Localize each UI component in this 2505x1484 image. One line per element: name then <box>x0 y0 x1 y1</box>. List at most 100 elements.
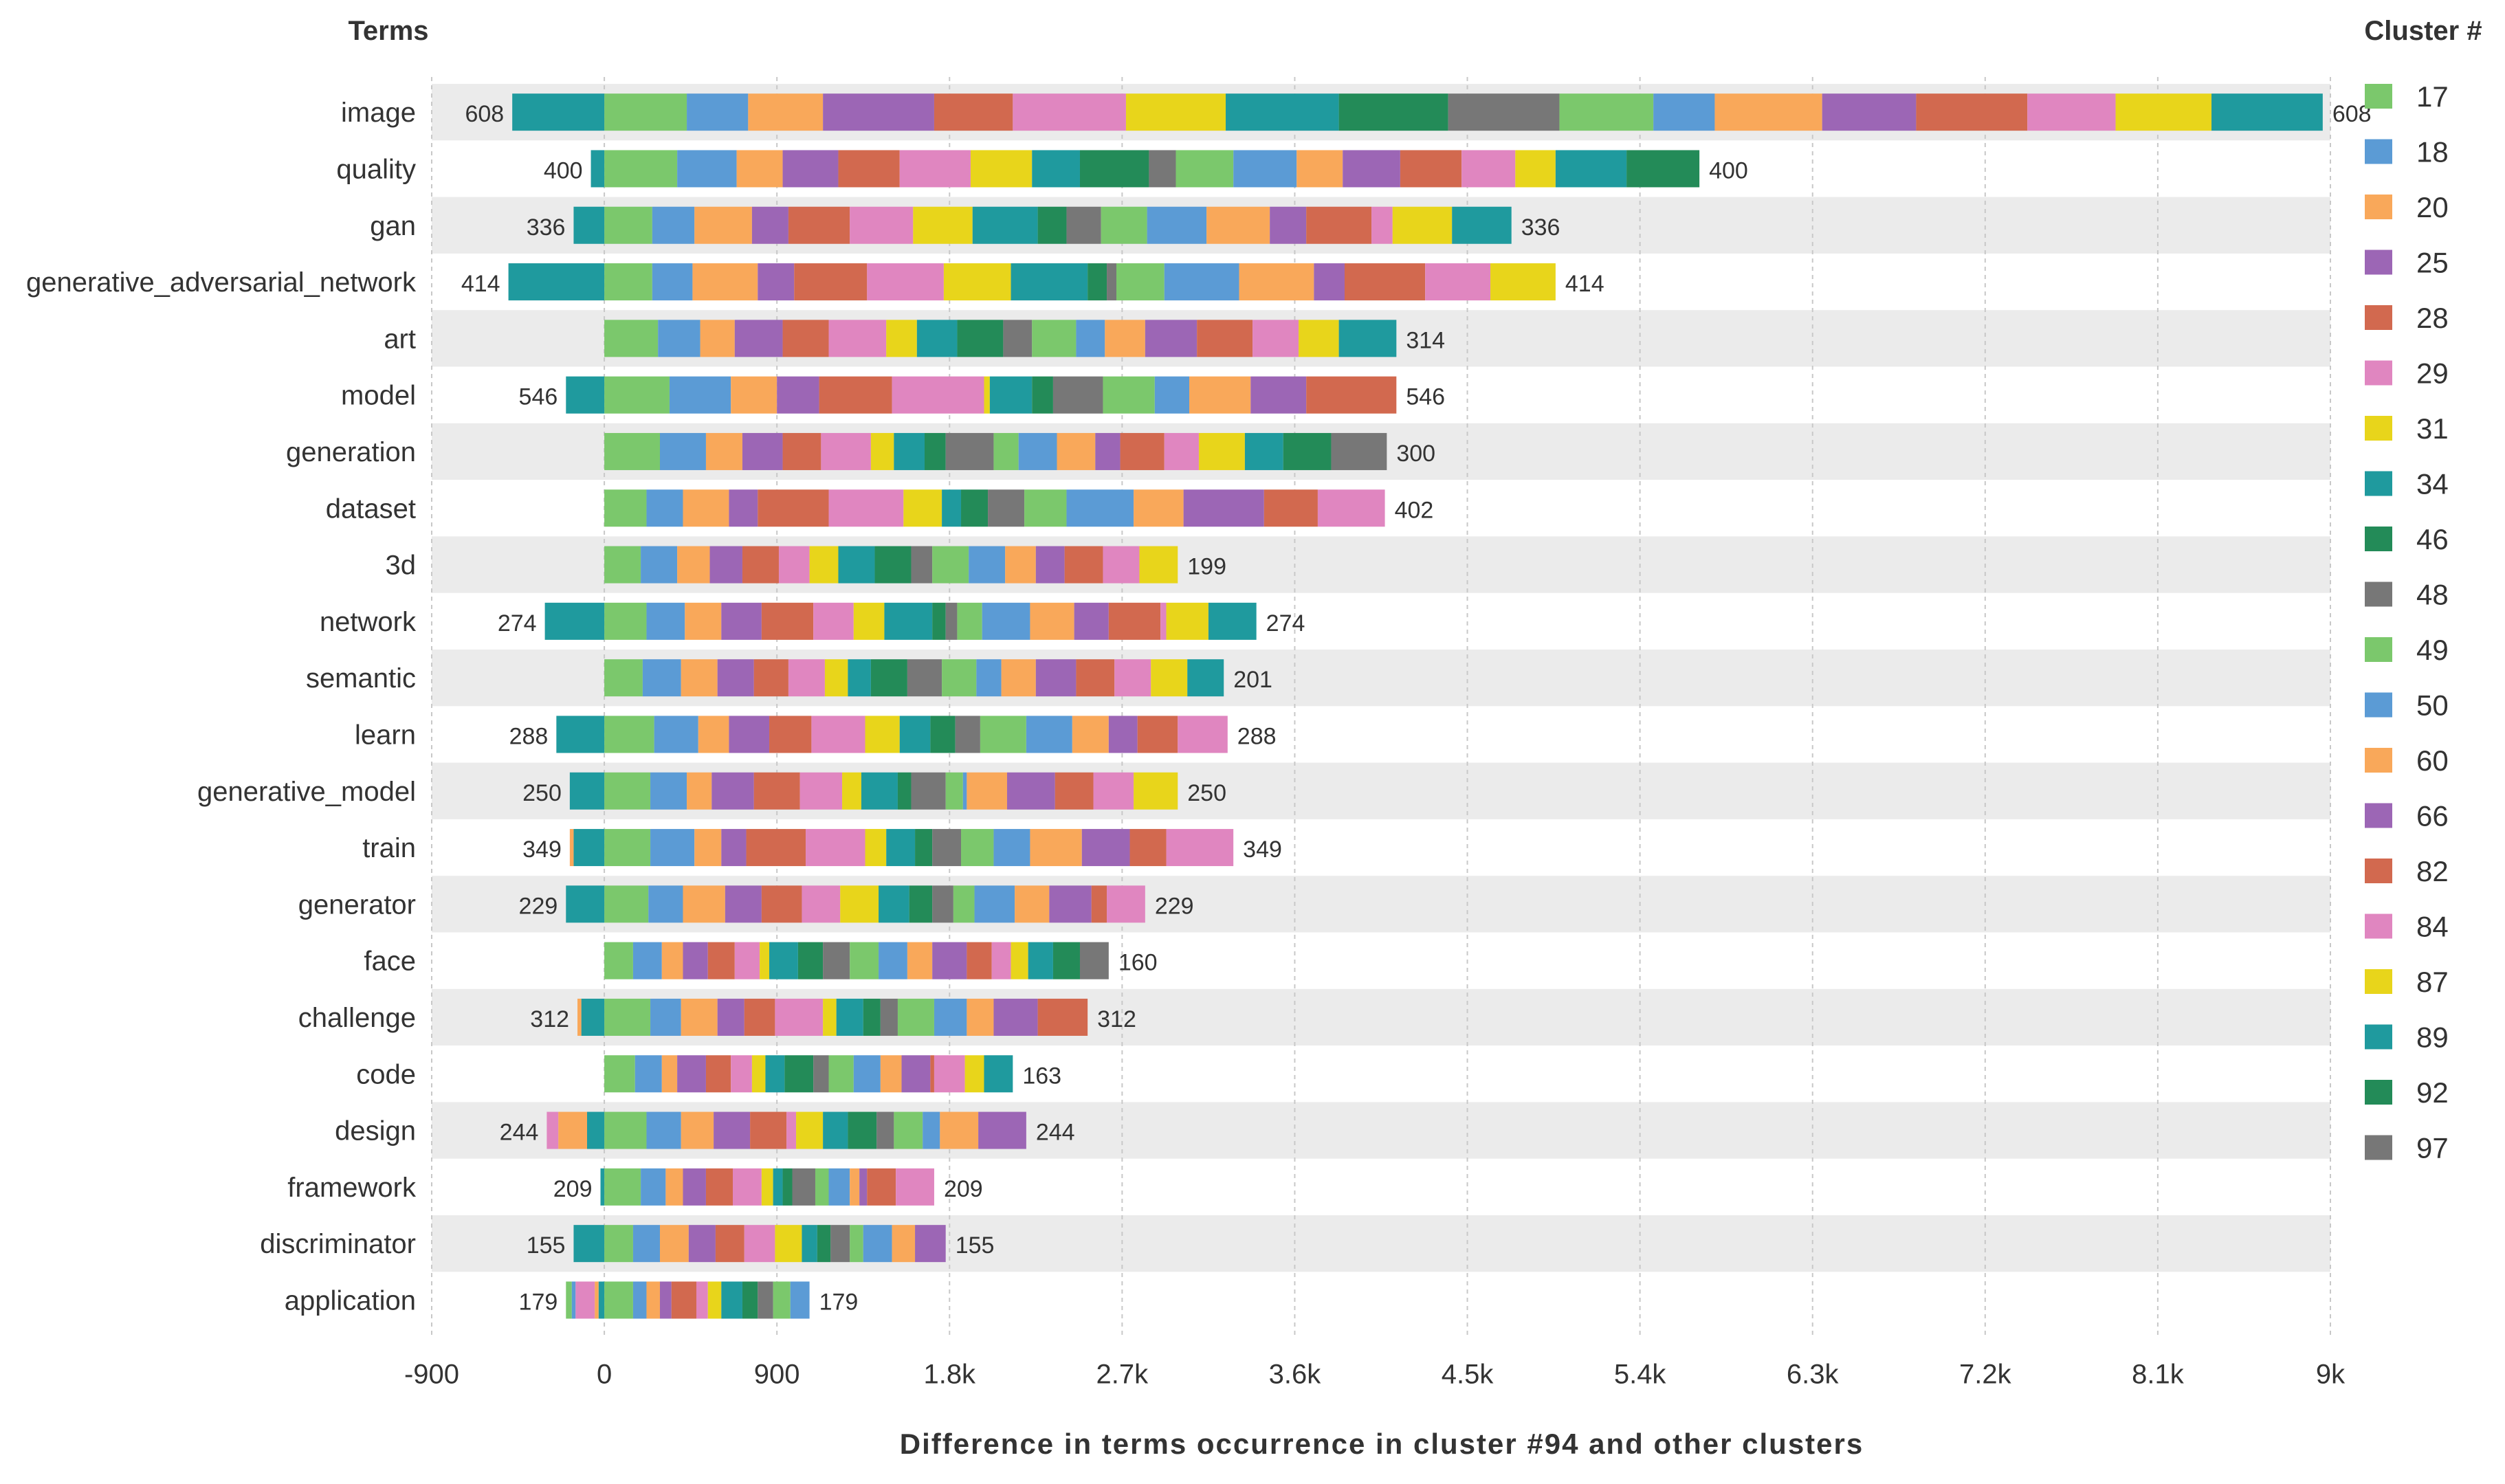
bar-segment-design-66 <box>978 1111 1026 1149</box>
bar-segment-semantic-60 <box>1001 659 1036 697</box>
bar-segment-image-28 <box>934 93 1013 131</box>
bar-segment-semantic-18 <box>642 659 681 697</box>
bar-segment-challenge-66 <box>993 998 1038 1036</box>
bar-segment-generation-17 <box>604 432 660 470</box>
legend-swatch <box>2365 360 2392 386</box>
bar-segment-network-17 <box>604 602 647 640</box>
bar-segment-dataset-50 <box>1066 489 1134 527</box>
bar-segment-face-87 <box>1011 942 1028 979</box>
bar-segment-face-97 <box>1079 942 1109 979</box>
bar-segment-face-31 <box>760 942 770 979</box>
legend-swatch <box>2365 1024 2392 1050</box>
bar-segment-face-29 <box>734 942 760 979</box>
legend-swatch <box>2365 84 2392 109</box>
bar-segment-generation-87 <box>1198 432 1245 470</box>
bar-end-label: 546 <box>1406 384 1445 410</box>
bar-end-label: 300 <box>1396 441 1435 467</box>
bar-end-label: 229 <box>1155 893 1194 919</box>
term-label: train <box>362 833 416 863</box>
bar-end-labels: 6086084004003363364144143145465463004021… <box>461 101 2372 1315</box>
bar-segment-quality-49 <box>1176 150 1234 188</box>
bar-segment-learn-29 <box>811 716 865 753</box>
term-label: generative_adversarial_network <box>26 267 417 298</box>
legend-label: 82 <box>2416 855 2449 887</box>
legend-swatch <box>2365 471 2392 496</box>
bar-segment-learn-20 <box>698 716 729 753</box>
bar-segment-train-28 <box>746 829 806 867</box>
bar-end-label: 244 <box>1036 1120 1075 1146</box>
bar-segment-model-17 <box>604 376 670 414</box>
bar-segment-image-84 <box>2027 93 2116 131</box>
bar-segment-quality-31 <box>970 150 1033 188</box>
bar-end-label: 274 <box>1266 610 1305 636</box>
bar-segment-generative_adversarial_network-49 <box>1116 263 1165 301</box>
bar-start-label: 349 <box>522 837 562 863</box>
legend-swatch <box>2365 803 2392 828</box>
bar-segment-art-48 <box>1003 320 1033 357</box>
x-axis-label: Difference in terms occurrence in cluste… <box>900 1428 1864 1460</box>
bar-start-label: 155 <box>527 1232 566 1259</box>
bar-segment-network-28 <box>761 602 814 640</box>
bar-segment-code-29 <box>731 1055 752 1093</box>
legend-swatch <box>2365 692 2392 718</box>
bar-segment-network-50 <box>982 602 1030 640</box>
bar-segment-learn-31 <box>865 716 900 753</box>
bar-end-label: 179 <box>819 1289 859 1315</box>
bar-segment-3d-29 <box>778 546 810 584</box>
bar-segment-generative_model-84 <box>1093 772 1134 810</box>
bar-segment-discriminator-20 <box>659 1225 689 1263</box>
bar-segment-semantic-17 <box>604 659 643 697</box>
bar-segment-discriminator-neg-34 <box>573 1225 605 1263</box>
bar-segment-generator-50 <box>974 885 1015 923</box>
x-tick-label: 9k <box>2316 1360 2346 1390</box>
bar-segment-code-20 <box>661 1055 678 1093</box>
bar-segment-face-34 <box>769 942 798 979</box>
bar-segment-quality-28 <box>838 150 900 188</box>
bar-segment-learn-25 <box>729 716 770 753</box>
bar-segment-challenge-neg-34 <box>581 998 605 1036</box>
bar-segment-generative_adversarial_network-87 <box>1490 263 1556 301</box>
bar-segment-3d-20 <box>677 546 710 584</box>
bar-segment-art-84 <box>1252 320 1299 357</box>
bar-segment-train-66 <box>1081 829 1130 867</box>
legend-label: 48 <box>2416 579 2449 611</box>
bar-segment-design-46 <box>848 1111 877 1149</box>
legend-label: 17 <box>2416 80 2449 113</box>
bar-end-label: 414 <box>1565 271 1604 297</box>
bar-segment-challenge-17 <box>604 998 651 1036</box>
bar-segment-gan-60 <box>1206 206 1270 244</box>
x-tick-label: 8.1k <box>2132 1360 2185 1390</box>
bar-end-label: 209 <box>944 1176 983 1202</box>
bar-segment-dataset-66 <box>1183 489 1264 527</box>
bar-segment-3d-46 <box>874 546 912 584</box>
bar-segment-art-49 <box>1032 320 1077 357</box>
bar-segment-learn-60 <box>1072 716 1109 753</box>
bar-segment-generation-28 <box>782 432 821 470</box>
term-label: model <box>341 381 416 411</box>
bar-segment-learn-82 <box>1137 716 1178 753</box>
bar-segment-discriminator-60 <box>892 1225 916 1263</box>
bar-segment-network-neg-34 <box>544 602 605 640</box>
bar-segment-generation-60 <box>1057 432 1096 470</box>
bar-segment-learn-66 <box>1108 716 1138 753</box>
bar-segment-generative_model-50 <box>962 772 967 810</box>
bar-segment-art-46 <box>957 320 1004 357</box>
bar-segment-quality-20 <box>736 150 783 188</box>
bar-segment-discriminator-49 <box>850 1225 863 1263</box>
bar-segment-gan-17 <box>604 206 652 244</box>
bar-segment-generator-31 <box>840 885 879 923</box>
bar-segment-3d-82 <box>1064 546 1103 584</box>
bar-start-label: 400 <box>544 157 583 184</box>
bar-segment-semantic-89 <box>1187 659 1224 697</box>
bar-segment-train-neg-34 <box>573 829 605 867</box>
bar-segment-learn-46 <box>930 716 956 753</box>
bar-segment-design-31 <box>796 1111 824 1149</box>
bar-segment-framework-28 <box>705 1168 733 1206</box>
bar-segment-framework-29 <box>733 1168 762 1206</box>
bar-segment-network-84 <box>1160 602 1167 640</box>
bar-segment-art-20 <box>700 320 735 357</box>
bar-segment-image-18 <box>687 93 749 131</box>
legend-swatch <box>2365 969 2392 994</box>
bar-segment-discriminator-46 <box>817 1225 831 1263</box>
bar-segment-3d-84 <box>1103 546 1140 584</box>
